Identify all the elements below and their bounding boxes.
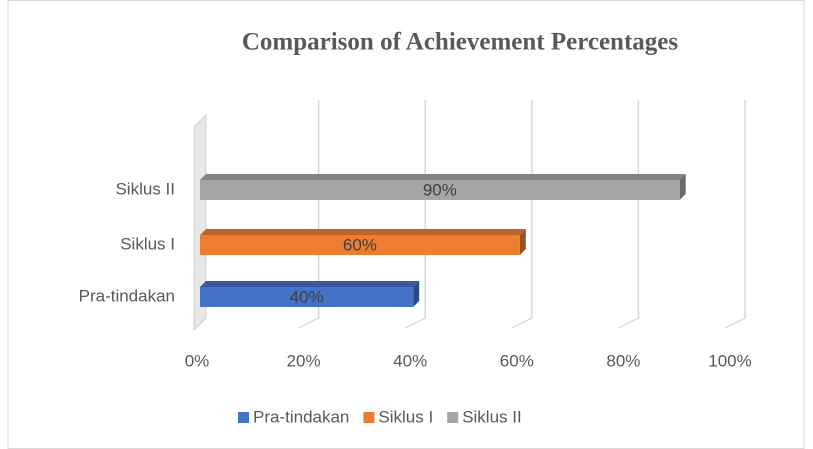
chart-frame <box>7 0 805 449</box>
x-tick-label: 80% <box>606 351 640 370</box>
bar <box>200 287 414 307</box>
side-wall <box>193 113 207 332</box>
legend-swatch <box>363 412 375 423</box>
bar-top <box>200 281 420 287</box>
legend-label: Siklus II <box>462 407 522 426</box>
x-tick-label: 0% <box>185 351 210 370</box>
grid-line <box>511 100 533 329</box>
legend-label: Pra-tindakan <box>253 407 349 426</box>
y-tick-label: Siklus I <box>120 234 175 253</box>
y-tick-label: Pra-tindakan <box>79 286 175 305</box>
legend-swatch <box>238 412 249 423</box>
data-label: 60% <box>343 235 377 254</box>
x-tick-label: 40% <box>393 351 427 370</box>
data-label: 90% <box>423 180 457 199</box>
bar-top <box>200 174 686 180</box>
x-tick-label: 20% <box>287 351 321 370</box>
bar-top <box>200 229 526 235</box>
x-tick-label: 60% <box>500 351 534 370</box>
bar <box>200 235 520 255</box>
bar-side <box>679 174 686 200</box>
chart-title: Comparison of Achievement Percentages <box>242 29 679 56</box>
grid-line <box>724 100 746 329</box>
x-tick-label: 100% <box>708 351 751 370</box>
data-label: 40% <box>290 287 324 306</box>
y-tick-label: Siklus II <box>115 179 175 198</box>
bar-side <box>413 281 420 307</box>
grid-line <box>298 100 320 329</box>
legend-swatch <box>447 412 459 423</box>
bar-side <box>519 229 526 255</box>
bar <box>200 180 680 200</box>
grid-line <box>618 100 640 329</box>
grid-line <box>404 100 426 329</box>
legend-label: Siklus I <box>378 407 433 426</box>
